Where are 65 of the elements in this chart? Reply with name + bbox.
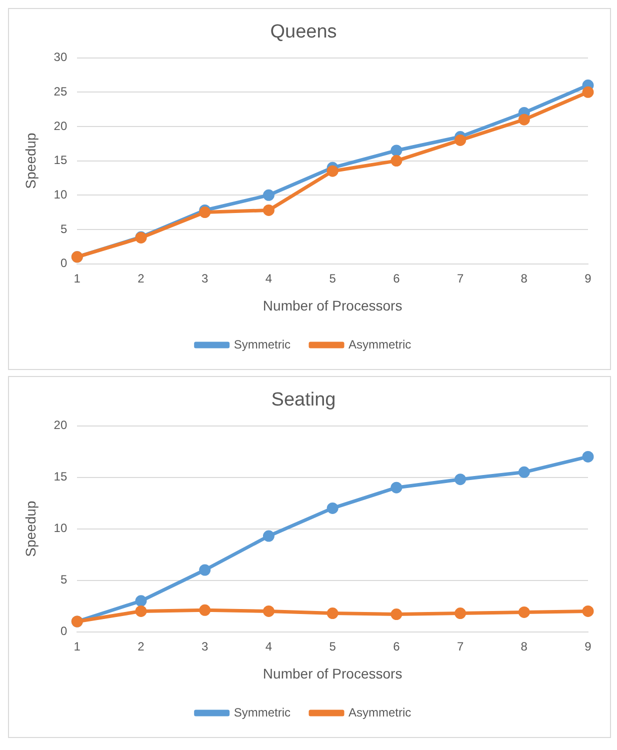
point — [326, 165, 338, 177]
y-tick-label: 15 — [54, 470, 68, 484]
x-tick-label: 6 — [393, 639, 400, 654]
legend-label: Asymmetric — [348, 705, 412, 720]
point — [262, 605, 274, 617]
x-tick-label: 1 — [74, 271, 81, 286]
x-tick-label: 8 — [520, 271, 528, 286]
x-tick-label: 2 — [138, 639, 145, 654]
point — [518, 606, 530, 618]
y-tick-label: 5 — [60, 222, 68, 236]
chart-title: Queens — [270, 22, 337, 43]
x-tick-label: 9 — [584, 271, 592, 286]
point — [262, 189, 274, 201]
point — [454, 608, 466, 620]
y-tick-label: 15 — [54, 153, 68, 168]
legend-label: Symmetric — [234, 337, 291, 352]
point — [390, 608, 402, 620]
x-tick-label: 1 — [74, 639, 81, 654]
x-tick-label: 6 — [393, 271, 400, 286]
x-axis-title: Number of Processors — [262, 665, 402, 682]
chart-title: Seating — [271, 390, 336, 411]
point — [390, 144, 402, 156]
y-tick-label: 20 — [54, 118, 68, 133]
point — [199, 564, 211, 576]
x-tick-label: 3 — [202, 639, 209, 654]
y-tick-label: 0 — [60, 624, 68, 638]
legend-label: Asymmetric — [348, 337, 412, 352]
y-tick-label: 0 — [60, 256, 68, 270]
x-tick-label: 8 — [520, 639, 528, 654]
point — [582, 605, 594, 617]
y-tick-label: 10 — [54, 521, 68, 536]
y-tick-label: 10 — [54, 187, 68, 202]
point — [454, 474, 466, 486]
point — [454, 134, 466, 146]
point — [518, 114, 530, 126]
x-tick-label: 7 — [456, 639, 464, 654]
x-tick-label: 7 — [456, 271, 464, 286]
point — [582, 86, 594, 98]
point — [199, 206, 211, 218]
point — [390, 482, 402, 494]
point — [135, 605, 147, 617]
x-tick-label: 4 — [265, 271, 272, 286]
point — [262, 530, 274, 542]
y-tick-label: 5 — [60, 572, 68, 587]
x-tick-label: 9 — [584, 639, 592, 654]
x-tick-label: 2 — [138, 271, 145, 286]
y-axis-title: Speedup — [22, 132, 38, 189]
y-tick-label: 20 — [54, 418, 68, 432]
point — [262, 204, 274, 216]
x-tick-label: 4 — [265, 639, 272, 654]
legend-label: Symmetric — [234, 705, 291, 720]
point — [326, 608, 338, 620]
y-tick-label: 25 — [54, 84, 68, 98]
x-tick-label: 3 — [202, 271, 209, 286]
point — [390, 155, 402, 167]
point — [518, 466, 530, 478]
point — [135, 595, 147, 607]
point — [582, 450, 594, 462]
x-axis-title: Number of Processors — [262, 297, 402, 314]
x-tick-label: 5 — [329, 639, 336, 654]
y-axis-title: Speedup — [22, 500, 38, 557]
x-tick-label: 5 — [329, 271, 336, 286]
point — [326, 502, 338, 514]
y-tick-label: 30 — [54, 50, 68, 64]
point — [199, 604, 211, 616]
